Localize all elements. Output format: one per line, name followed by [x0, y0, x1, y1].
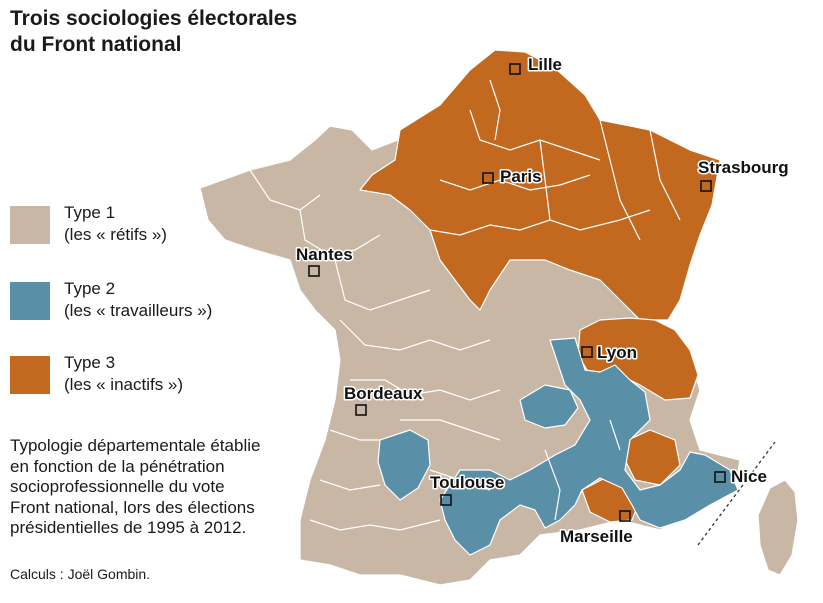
city-marker-paris [482, 172, 494, 184]
city-marker-lille [509, 63, 521, 75]
legend-sublabel-type3: (les « inactifs ») [64, 375, 184, 394]
city-marker-toulouse [440, 494, 452, 506]
legend-label-type2: Type 2 [64, 279, 116, 298]
city-label-toulouse: Toulouse [430, 473, 504, 492]
legend-sublabel-type1: (les « rétifs ») [64, 225, 167, 244]
city-label-lyon: Lyon [597, 343, 637, 362]
city-label-strasbourg: Strasbourg [698, 158, 789, 177]
city-marker-nantes [308, 265, 320, 277]
description-line-4: Front national, lors des élections [10, 497, 255, 517]
city-label-paris: Paris [500, 167, 542, 186]
city-label-marseille: Marseille [560, 527, 633, 546]
description-line-2: en fonction de la pénétration [10, 456, 225, 476]
description-line-5: présidentielles de 1995 à 2012. [10, 518, 247, 537]
city-marker-nice [714, 471, 726, 483]
department-borders [249, 79, 681, 531]
legend-sublabel-type2: (les « travailleurs ») [64, 301, 213, 320]
legend-label-type1: Type 1 [64, 203, 116, 222]
map-title-line-1: Trois sociologies électorales [10, 7, 298, 30]
legend-label-type3: Type 3 [64, 353, 116, 372]
credit-text: Calculs : Joël Gombin. [10, 566, 151, 582]
city-label-lille: Lille [528, 55, 562, 74]
map-title-line-2: du Front national [10, 33, 182, 56]
city-marker-strasbourg [700, 180, 712, 192]
city-marker-bordeaux [355, 404, 367, 416]
city-label-bordeaux: Bordeaux [344, 384, 423, 403]
city-label-nantes: Nantes [296, 245, 353, 264]
legend-item-type2: Type 2 (les « travailleurs ») [10, 278, 260, 324]
city-marker-lyon [581, 346, 593, 358]
description-text: Typologie départementale établie en fonc… [10, 436, 310, 539]
city-marker-marseille [619, 510, 631, 522]
legend-swatch-type2 [10, 282, 50, 320]
description-line-1: Typologie départementale établie [10, 436, 261, 455]
legend-item-type1: Type 1 (les « rétifs ») [10, 202, 260, 248]
legend-swatch-type1 [10, 206, 50, 244]
city-label-nice: Nice [731, 467, 767, 486]
type3-north-east-region [359, 49, 721, 321]
map-title: Trois sociologies électorales du Front n… [10, 6, 340, 58]
legend-item-type3: Type 3 (les « inactifs ») [10, 352, 260, 398]
corsica-region [757, 479, 799, 576]
legend-swatch-type3 [10, 356, 50, 394]
type2-aquitaine-region [377, 429, 431, 501]
type2-massif-region [519, 384, 579, 429]
type2-south-east-region [439, 337, 739, 556]
description-line-3: socioprofessionnelle du vote [10, 477, 225, 496]
